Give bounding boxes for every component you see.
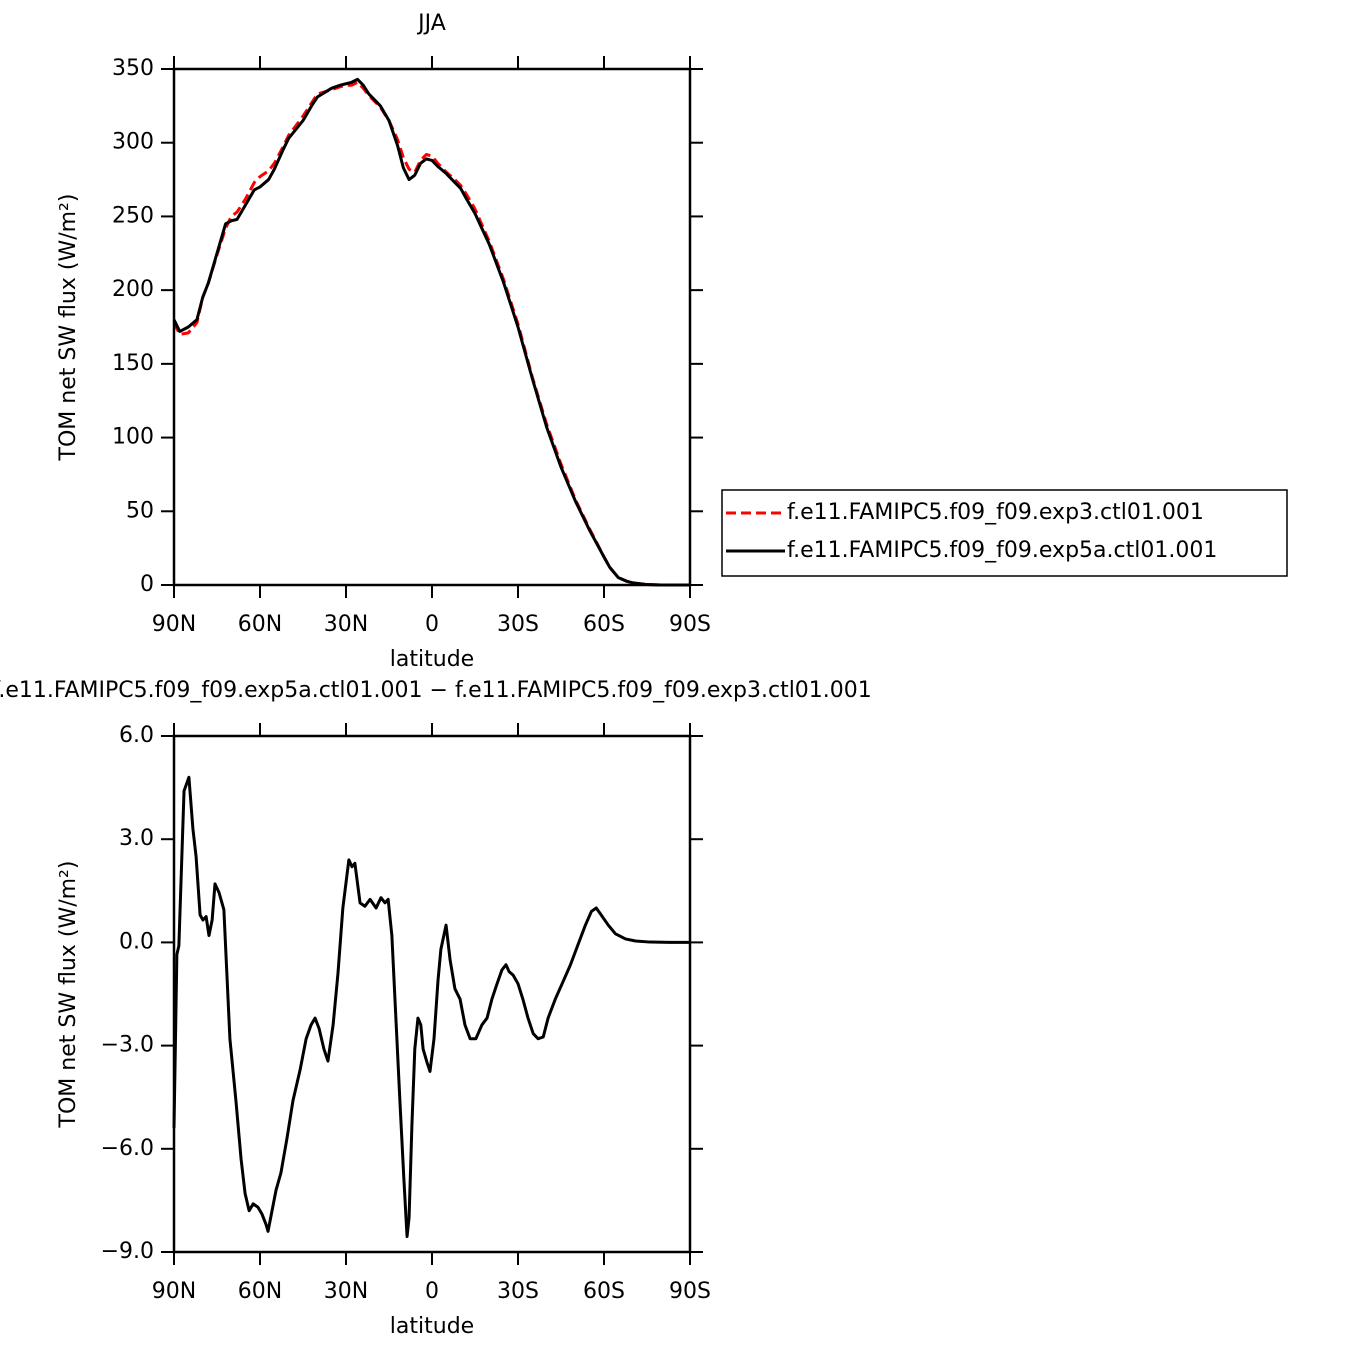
x-tick-label: 90N	[152, 612, 196, 637]
y-tick-label: −6.0	[101, 1136, 154, 1161]
x-axis-label: latitude	[390, 1314, 474, 1339]
y-axis-label: TOM net SW flux (W/m²)	[56, 861, 81, 1129]
x-tick-label: 30S	[497, 1279, 539, 1304]
y-tick-label: 3.0	[119, 826, 154, 851]
y-tick-label: −9.0	[101, 1239, 154, 1264]
y-tick-label: 300	[112, 130, 154, 155]
x-tick-label: 30S	[497, 612, 539, 637]
x-tick-label: 30N	[324, 1279, 368, 1304]
plot-frame	[172, 67, 692, 587]
x-tick-label: 60N	[238, 1279, 282, 1304]
y-tick-label: 0	[140, 572, 154, 597]
chart-title: JJA	[416, 11, 446, 36]
x-tick-label: 60S	[583, 612, 625, 637]
data-line	[172, 775, 690, 1239]
x-tick-label: 0	[425, 612, 439, 637]
x-axis-label: latitude	[390, 647, 474, 672]
y-tick-label: 0.0	[119, 929, 154, 954]
chart-title: f.e11.FAMIPC5.f09_f09.exp5a.ctl01.001 − …	[0, 678, 872, 703]
data-line	[172, 77, 690, 587]
x-tick-label: 60N	[238, 612, 282, 637]
data-line	[172, 80, 690, 587]
legend-label: f.e11.FAMIPC5.f09_f09.exp5a.ctl01.001	[787, 538, 1217, 563]
legend-box	[721, 489, 1288, 577]
y-tick-label: 250	[112, 203, 154, 228]
plot-frame	[172, 734, 692, 1254]
y-tick-label: 50	[126, 498, 154, 523]
y-tick-label: 6.0	[119, 723, 154, 748]
y-tick-label: 200	[112, 277, 154, 302]
x-tick-label: 90N	[152, 1279, 196, 1304]
y-tick-label: 100	[112, 425, 154, 450]
x-tick-label: 30N	[324, 612, 368, 637]
y-axis-label: TOM net SW flux (W/m²)	[56, 194, 81, 462]
x-tick-label: 0	[425, 1279, 439, 1304]
legend-label: f.e11.FAMIPC5.f09_f09.exp3.ctl01.001	[787, 500, 1204, 525]
y-tick-label: 350	[112, 56, 154, 81]
y-tick-label: −3.0	[101, 1033, 154, 1058]
x-tick-label: 90S	[669, 1279, 711, 1304]
x-tick-label: 90S	[669, 612, 711, 637]
x-tick-label: 60S	[583, 1279, 625, 1304]
y-tick-label: 150	[112, 351, 154, 376]
